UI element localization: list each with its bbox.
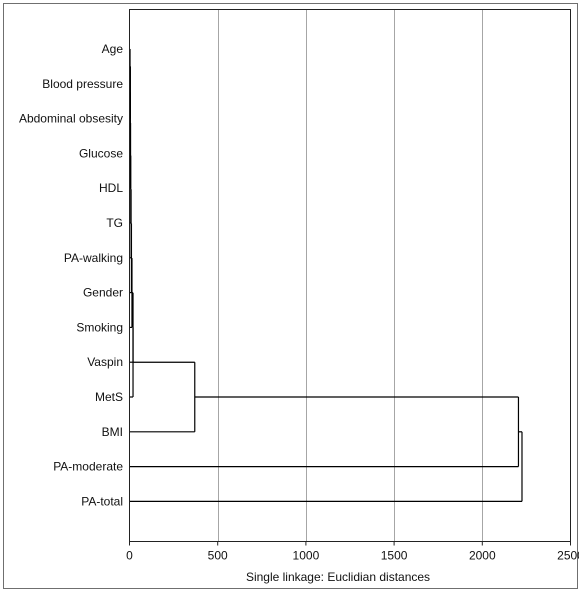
leaf-label: Vaspin bbox=[87, 355, 123, 369]
leaf-label: Age bbox=[102, 42, 124, 56]
leaf-label: PA-moderate bbox=[53, 460, 123, 474]
gridlines bbox=[218, 9, 483, 542]
x-tick-label: 1000 bbox=[293, 549, 320, 563]
dendrogram-links bbox=[129, 48, 523, 502]
leaf-label: HDL bbox=[99, 181, 123, 195]
x-axis-title: Single linkage: Euclidian distances bbox=[246, 570, 430, 584]
x-tick-label: 0 bbox=[126, 549, 133, 563]
x-tick-label: 1500 bbox=[381, 549, 408, 563]
x-tick-label: 2500 bbox=[557, 549, 579, 563]
plot-area-border bbox=[129, 9, 571, 542]
leaf-label: MetS bbox=[95, 390, 123, 404]
x-axis-ticks: 0 500 1000 1500 2000 2500 bbox=[126, 541, 579, 563]
leaf-label: TG bbox=[106, 216, 123, 230]
dendrogram-chart: Age Blood pressure Abdominal obsesity Gluco… bbox=[19, 9, 579, 584]
leaf-label: Abdominal obsesity bbox=[19, 112, 123, 126]
leaf-label: PA-walking bbox=[64, 251, 123, 265]
leaf-label: Gender bbox=[83, 286, 123, 300]
leaf-labels: Age Blood pressure Abdominal obsesity Gluco… bbox=[19, 42, 123, 508]
leaf-label: PA-total bbox=[81, 494, 123, 508]
leaf-label: Smoking bbox=[76, 320, 123, 334]
chart-frame: Age Blood pressure Abdominal obsesity Gluco… bbox=[3, 3, 579, 589]
x-tick-label: 2000 bbox=[469, 549, 496, 563]
leaf-label: BMI bbox=[102, 425, 123, 439]
leaf-label: Glucose bbox=[79, 146, 123, 160]
x-tick-label: 500 bbox=[208, 549, 228, 563]
leaf-label: Blood pressure bbox=[42, 77, 123, 91]
